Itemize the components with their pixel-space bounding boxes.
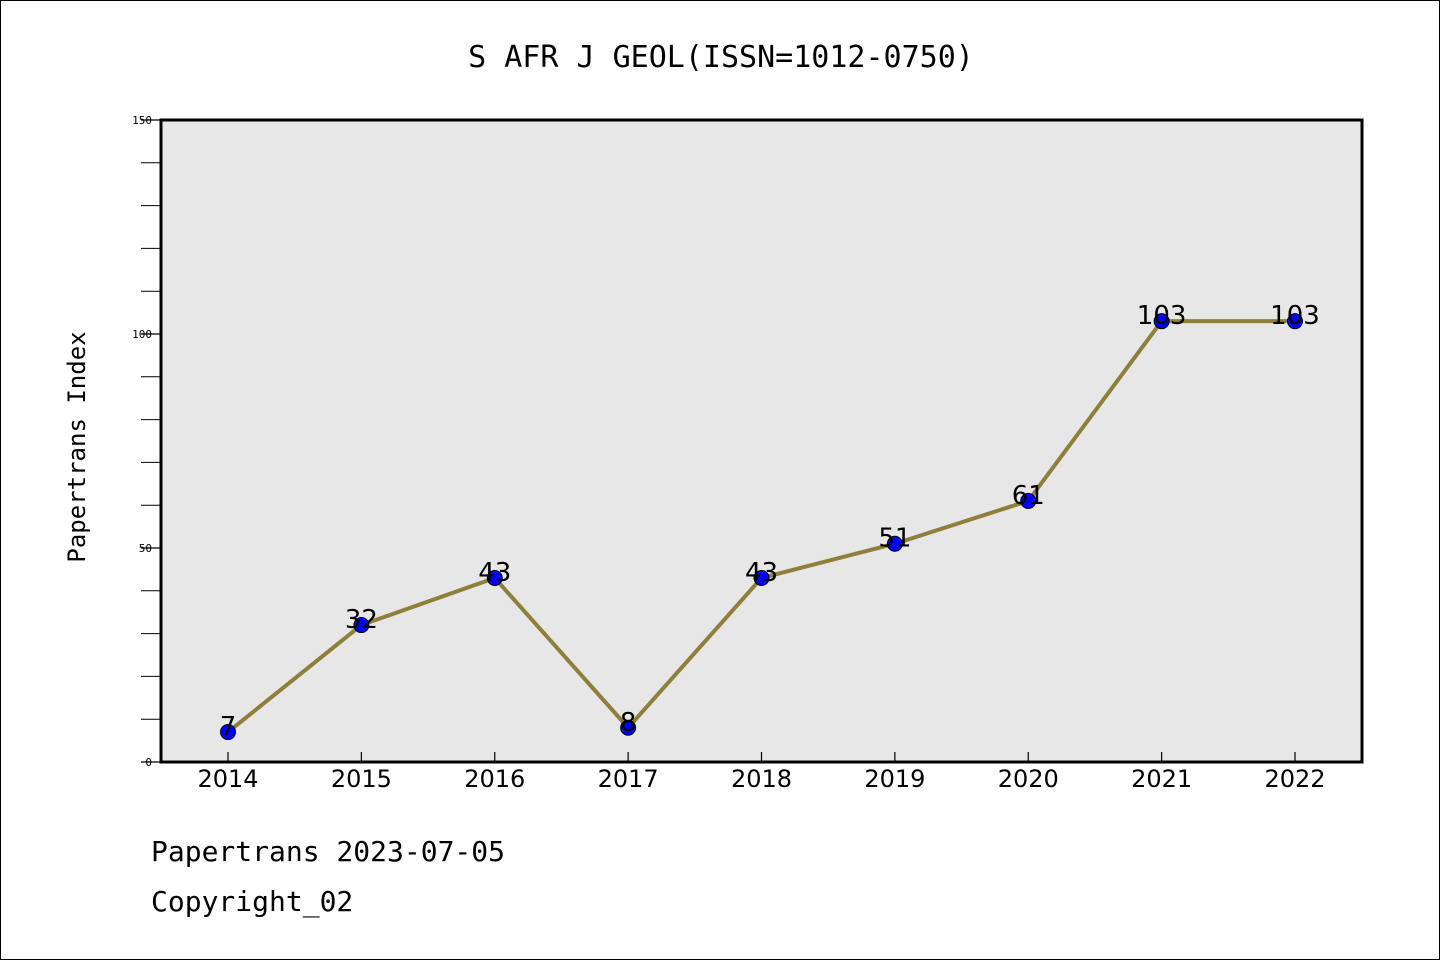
data-label: 103 bbox=[1137, 301, 1187, 331]
x-axis-ticks: 2014 2015 2016 2017 2018 2019 2020 2021 2022 bbox=[197, 752, 1326, 793]
y-tick-label: 150 bbox=[132, 114, 152, 127]
data-point bbox=[353, 617, 370, 634]
y-axis-ticks: 0 50 100 150 bbox=[132, 114, 161, 769]
data-point bbox=[886, 535, 903, 552]
x-tick-label: 2018 bbox=[731, 765, 792, 793]
data-label: 8 bbox=[620, 708, 637, 738]
data-label: 43 bbox=[745, 558, 778, 588]
data-point bbox=[753, 569, 770, 586]
x-tick-label: 2016 bbox=[464, 765, 525, 793]
data-point bbox=[1020, 492, 1037, 509]
plot-area bbox=[159, 118, 1364, 764]
data-labels: 7 32 43 8 43 51 61 103 103 bbox=[220, 301, 1320, 742]
data-label: 103 bbox=[1270, 301, 1320, 331]
x-tick-label: 2021 bbox=[1131, 765, 1192, 793]
x-tick-label: 2022 bbox=[1264, 765, 1325, 793]
footer-date: Papertrans 2023-07-05 bbox=[151, 835, 506, 868]
data-point bbox=[620, 719, 637, 736]
x-tick-label: 2019 bbox=[864, 765, 925, 793]
data-label: 51 bbox=[878, 524, 911, 554]
x-tick-label: 2014 bbox=[197, 765, 258, 793]
x-tick-label: 2020 bbox=[998, 765, 1059, 793]
data-markers bbox=[220, 313, 1303, 741]
data-point bbox=[220, 724, 236, 741]
x-tick-label: 2017 bbox=[598, 765, 659, 793]
data-point bbox=[1287, 313, 1303, 330]
data-label: 7 bbox=[220, 712, 237, 742]
footer-copyright: Copyright_02 bbox=[151, 885, 354, 918]
x-tick-label: 2015 bbox=[331, 765, 392, 793]
data-label: 61 bbox=[1012, 481, 1045, 511]
y-tick-label: 0 bbox=[145, 756, 152, 769]
chart-title: S AFR J GEOL(ISSN=1012-0750) bbox=[468, 40, 974, 75]
y-axis-label: Papertrans Index bbox=[63, 331, 91, 562]
data-point bbox=[1153, 313, 1170, 330]
data-point bbox=[486, 569, 503, 586]
y-tick-label: 50 bbox=[139, 542, 152, 555]
data-label: 43 bbox=[478, 558, 511, 588]
data-label: 32 bbox=[345, 605, 378, 635]
y-tick-label: 100 bbox=[132, 328, 152, 341]
